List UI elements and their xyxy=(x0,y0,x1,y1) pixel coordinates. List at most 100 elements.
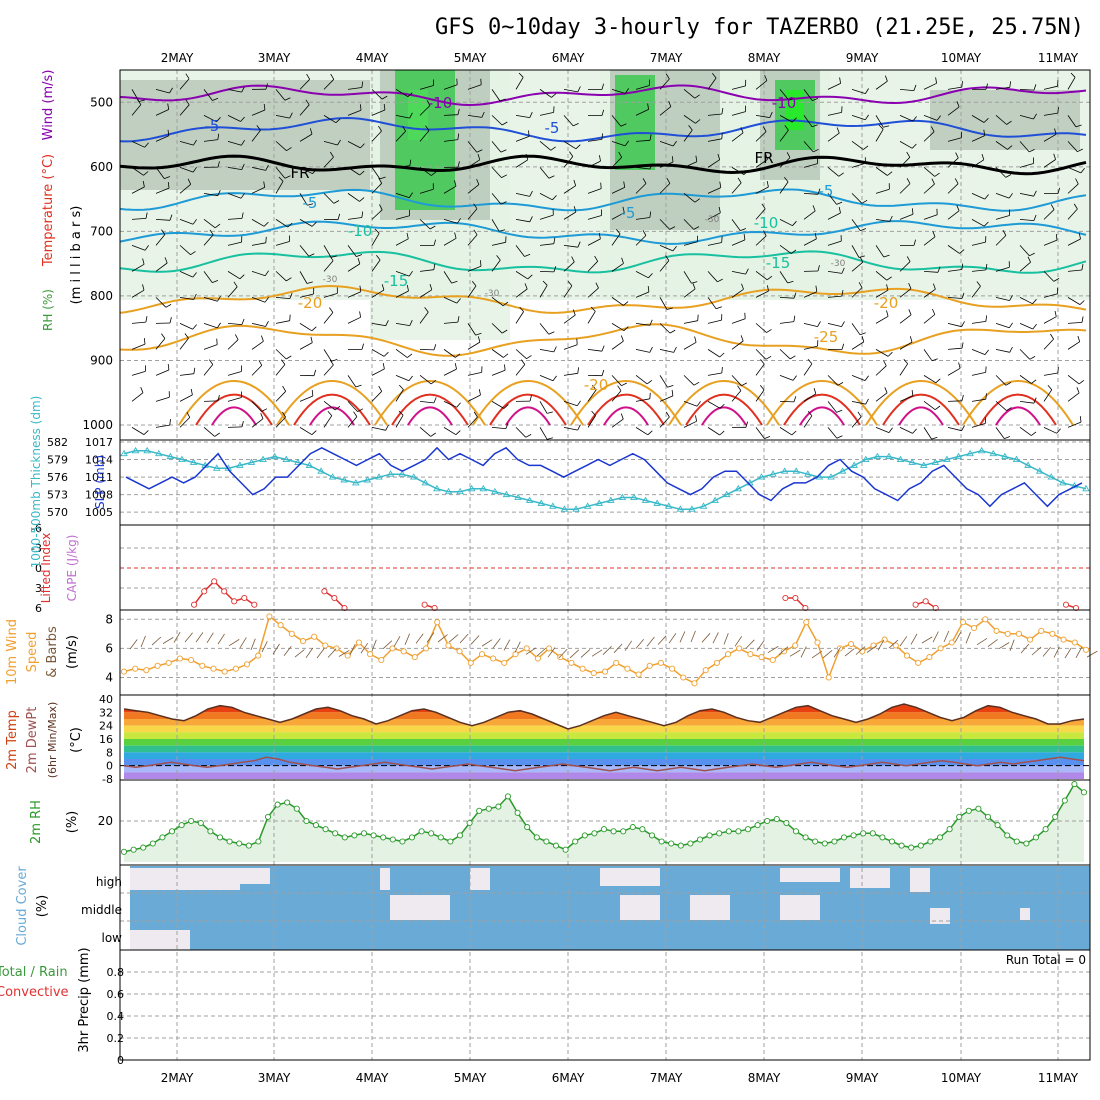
wind-barb xyxy=(539,266,557,273)
wind-barb xyxy=(467,323,482,336)
surface-wind-barb xyxy=(877,639,885,651)
wind-barb-flag xyxy=(1009,295,1013,301)
rh-2m-point xyxy=(668,840,675,847)
surface-wind-barb xyxy=(1053,646,1060,658)
wind-barb xyxy=(755,427,771,439)
wind-barb-shaft xyxy=(947,210,960,220)
surface-wind-barb xyxy=(426,632,435,643)
wind-barb-shaft xyxy=(443,368,457,376)
wind-barb-shaft xyxy=(347,316,361,324)
wind-barb-shaft xyxy=(1019,192,1034,197)
wind-barb xyxy=(371,204,383,220)
wind-barb-shaft xyxy=(515,136,530,142)
rh-2m-point xyxy=(149,840,156,847)
wind-barb-shaft xyxy=(347,291,361,298)
wind-barb xyxy=(923,231,936,246)
wind-barb-shaft xyxy=(299,104,310,116)
wind-barb xyxy=(779,374,797,381)
wind-barb-shaft xyxy=(539,89,552,98)
wind-barb-flag xyxy=(573,206,577,213)
wind-barb xyxy=(971,115,989,123)
wind-barb xyxy=(779,219,797,227)
wind-barb-shaft xyxy=(1067,166,1082,174)
wind-barb-shaft xyxy=(851,261,863,272)
wind-barb-flag xyxy=(433,397,437,404)
wind-barb xyxy=(899,427,917,434)
wind-barb-shaft xyxy=(659,375,668,388)
wind-barb xyxy=(227,192,245,199)
wind-barb-flag xyxy=(600,182,602,189)
wind-barb-shaft xyxy=(443,296,457,304)
wind-barb-flag xyxy=(167,363,170,371)
wind-barb xyxy=(731,283,744,298)
wind-barb xyxy=(347,193,365,202)
lifted-index-axis-label: Lifted Index xyxy=(39,533,53,604)
wind-barb-shaft xyxy=(203,234,214,246)
wind-barb xyxy=(587,209,602,220)
wind-barb xyxy=(323,213,341,221)
wind-barb-flag xyxy=(694,94,700,99)
wind-barb-shaft xyxy=(299,193,308,206)
wind-barb xyxy=(1019,297,1037,305)
wind-barb-shaft xyxy=(227,397,242,402)
wind-barb-flag xyxy=(212,97,219,101)
lifted-tick-label: 0 xyxy=(35,562,42,575)
wind-barb-shaft xyxy=(227,286,238,298)
rh-2m-point xyxy=(351,832,358,839)
wind-barb xyxy=(1067,72,1076,90)
wind-barb xyxy=(203,359,214,376)
wind-barb xyxy=(707,401,725,409)
wind-barb-shaft xyxy=(395,238,409,246)
wind-barb-flag xyxy=(256,125,261,131)
wind-barb-shaft xyxy=(203,427,215,437)
wind-barb xyxy=(179,388,193,402)
wind-barb-shaft xyxy=(275,89,286,101)
wind-barb xyxy=(515,153,529,168)
wind-barb xyxy=(827,193,843,205)
surface-wind-barb xyxy=(701,633,711,643)
wind-barb xyxy=(899,358,909,376)
wind-barb xyxy=(971,393,987,402)
wind-barb-shaft xyxy=(707,113,722,116)
wind-barb xyxy=(299,287,315,298)
wind-barb xyxy=(659,375,674,388)
wind-barb-flag xyxy=(548,331,555,335)
wind-barb-shaft xyxy=(923,114,938,121)
wind-barb-flag xyxy=(241,318,245,325)
wind-barb xyxy=(179,323,197,330)
wind-barb-flag xyxy=(883,360,887,366)
wind-barb-flag xyxy=(456,402,461,408)
wind-barb-shaft xyxy=(611,263,624,272)
wind-barb-shaft xyxy=(707,401,721,409)
wind-barb-flag xyxy=(836,127,840,134)
wind-barb-shaft xyxy=(539,141,552,151)
wind-barb xyxy=(707,297,722,310)
wind-barb-shaft xyxy=(155,396,170,402)
surface-wind-barb xyxy=(1031,646,1042,656)
wind-barb xyxy=(419,397,437,404)
wind-barb-shaft xyxy=(899,88,914,91)
wind-barb xyxy=(635,163,653,170)
wind-barb-flag xyxy=(379,176,386,180)
thickness-point xyxy=(467,484,476,492)
wind-barb-shaft xyxy=(587,415,596,428)
wind-barb xyxy=(563,86,581,93)
thickness-tick-label: 573 xyxy=(47,489,68,502)
wind-barb-flag xyxy=(1075,124,1082,128)
surface-wind-barb xyxy=(932,631,939,643)
wind-barb-flag xyxy=(408,270,413,277)
rh-2m-point xyxy=(812,838,819,845)
wind-barb xyxy=(587,345,605,352)
wind-barb xyxy=(131,427,149,435)
wind-barb-shaft xyxy=(419,269,434,272)
wind-barb-flag xyxy=(1057,107,1059,114)
wind-barb-shaft xyxy=(131,141,145,148)
wind-barb-flag xyxy=(594,255,599,262)
wind-barb xyxy=(1019,157,1034,168)
wind-barb-shaft xyxy=(947,426,962,432)
wind-barb-shaft xyxy=(515,245,525,257)
wind-barb xyxy=(683,314,699,324)
wind-barb xyxy=(227,391,242,402)
wind-barb xyxy=(683,89,700,99)
wind-barb-flag xyxy=(216,117,221,123)
